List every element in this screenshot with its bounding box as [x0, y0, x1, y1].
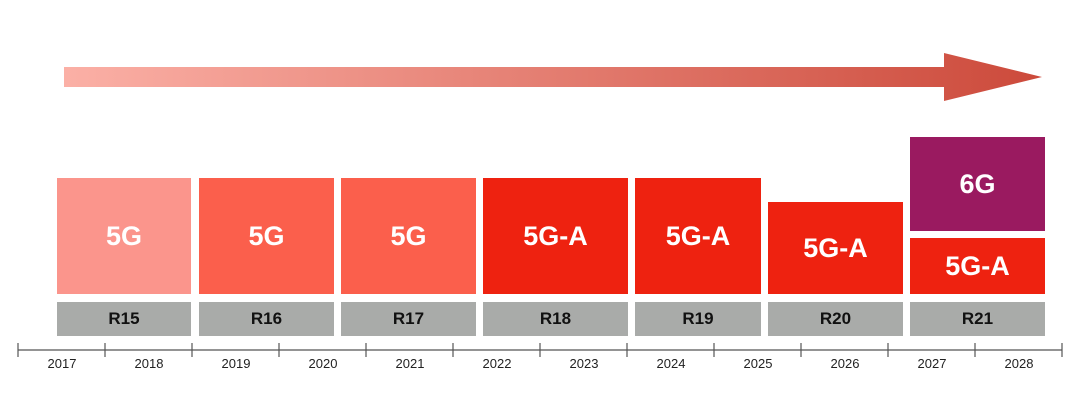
generation-block-5g-a-2026: 5G-A	[768, 202, 903, 294]
release-label: R18	[539, 309, 572, 328]
year-label-2026: 2026	[830, 356, 860, 371]
year-label-2024: 2024	[656, 356, 686, 371]
release-bar-r18: R18	[483, 302, 628, 336]
generation-label: 5G	[390, 220, 427, 251]
generation-block-5g-a-2022: 5G-A	[483, 178, 628, 294]
release-bar-r21: R21	[910, 302, 1045, 336]
release-label: R15	[108, 309, 140, 328]
generation-block-5g-2021: 5G	[341, 178, 476, 294]
year-label-2019: 2019	[221, 356, 251, 371]
release-bar-r15: R15	[57, 302, 191, 336]
generation-block-5g-a-2024: 5G-A	[635, 178, 761, 294]
generation-label: 5G-A	[523, 220, 588, 251]
timeline-arrow	[64, 53, 1042, 101]
generation-block-5g-2019: 5G	[199, 178, 334, 294]
year-label-2017: 2017	[47, 356, 77, 371]
release-bar-r17: R17	[341, 302, 476, 336]
year-label-2025: 2025	[743, 356, 773, 371]
year-label-2018: 2018	[134, 356, 164, 371]
year-label-2022: 2022	[482, 356, 512, 371]
year-label-2023: 2023	[569, 356, 599, 371]
release-bar-r16: R16	[199, 302, 334, 336]
release-label: R21	[961, 309, 994, 328]
generation-label: 6G	[959, 168, 996, 199]
generation-label: 5G	[105, 220, 143, 251]
release-label: R17	[392, 309, 425, 328]
generation-label: 5G	[248, 220, 285, 251]
axis-ticks	[17, 343, 1063, 357]
year-label-2021: 2021	[395, 356, 425, 371]
release-label: R19	[682, 309, 714, 328]
release-label: R16	[250, 309, 283, 328]
release-bar-r19: R19	[635, 302, 761, 336]
year-label-2028: 2028	[1004, 356, 1034, 371]
generation-block-5g-a-2027: 5G-A	[910, 238, 1045, 294]
generation-label: 5G-A	[803, 232, 868, 263]
generation-block-5g-2017: 5G	[57, 178, 191, 294]
generation-label: 5G-A	[665, 220, 731, 251]
generation-block-6g-2027: 6G	[910, 137, 1045, 231]
release-bar-r20: R20	[768, 302, 903, 336]
year-axis	[17, 343, 1063, 357]
year-label-2020: 2020	[308, 356, 338, 371]
release-label: R20	[819, 309, 852, 328]
generation-label: 5G-A	[945, 250, 1010, 281]
year-label-2027: 2027	[917, 356, 947, 371]
arrow-shape	[64, 53, 1042, 101]
